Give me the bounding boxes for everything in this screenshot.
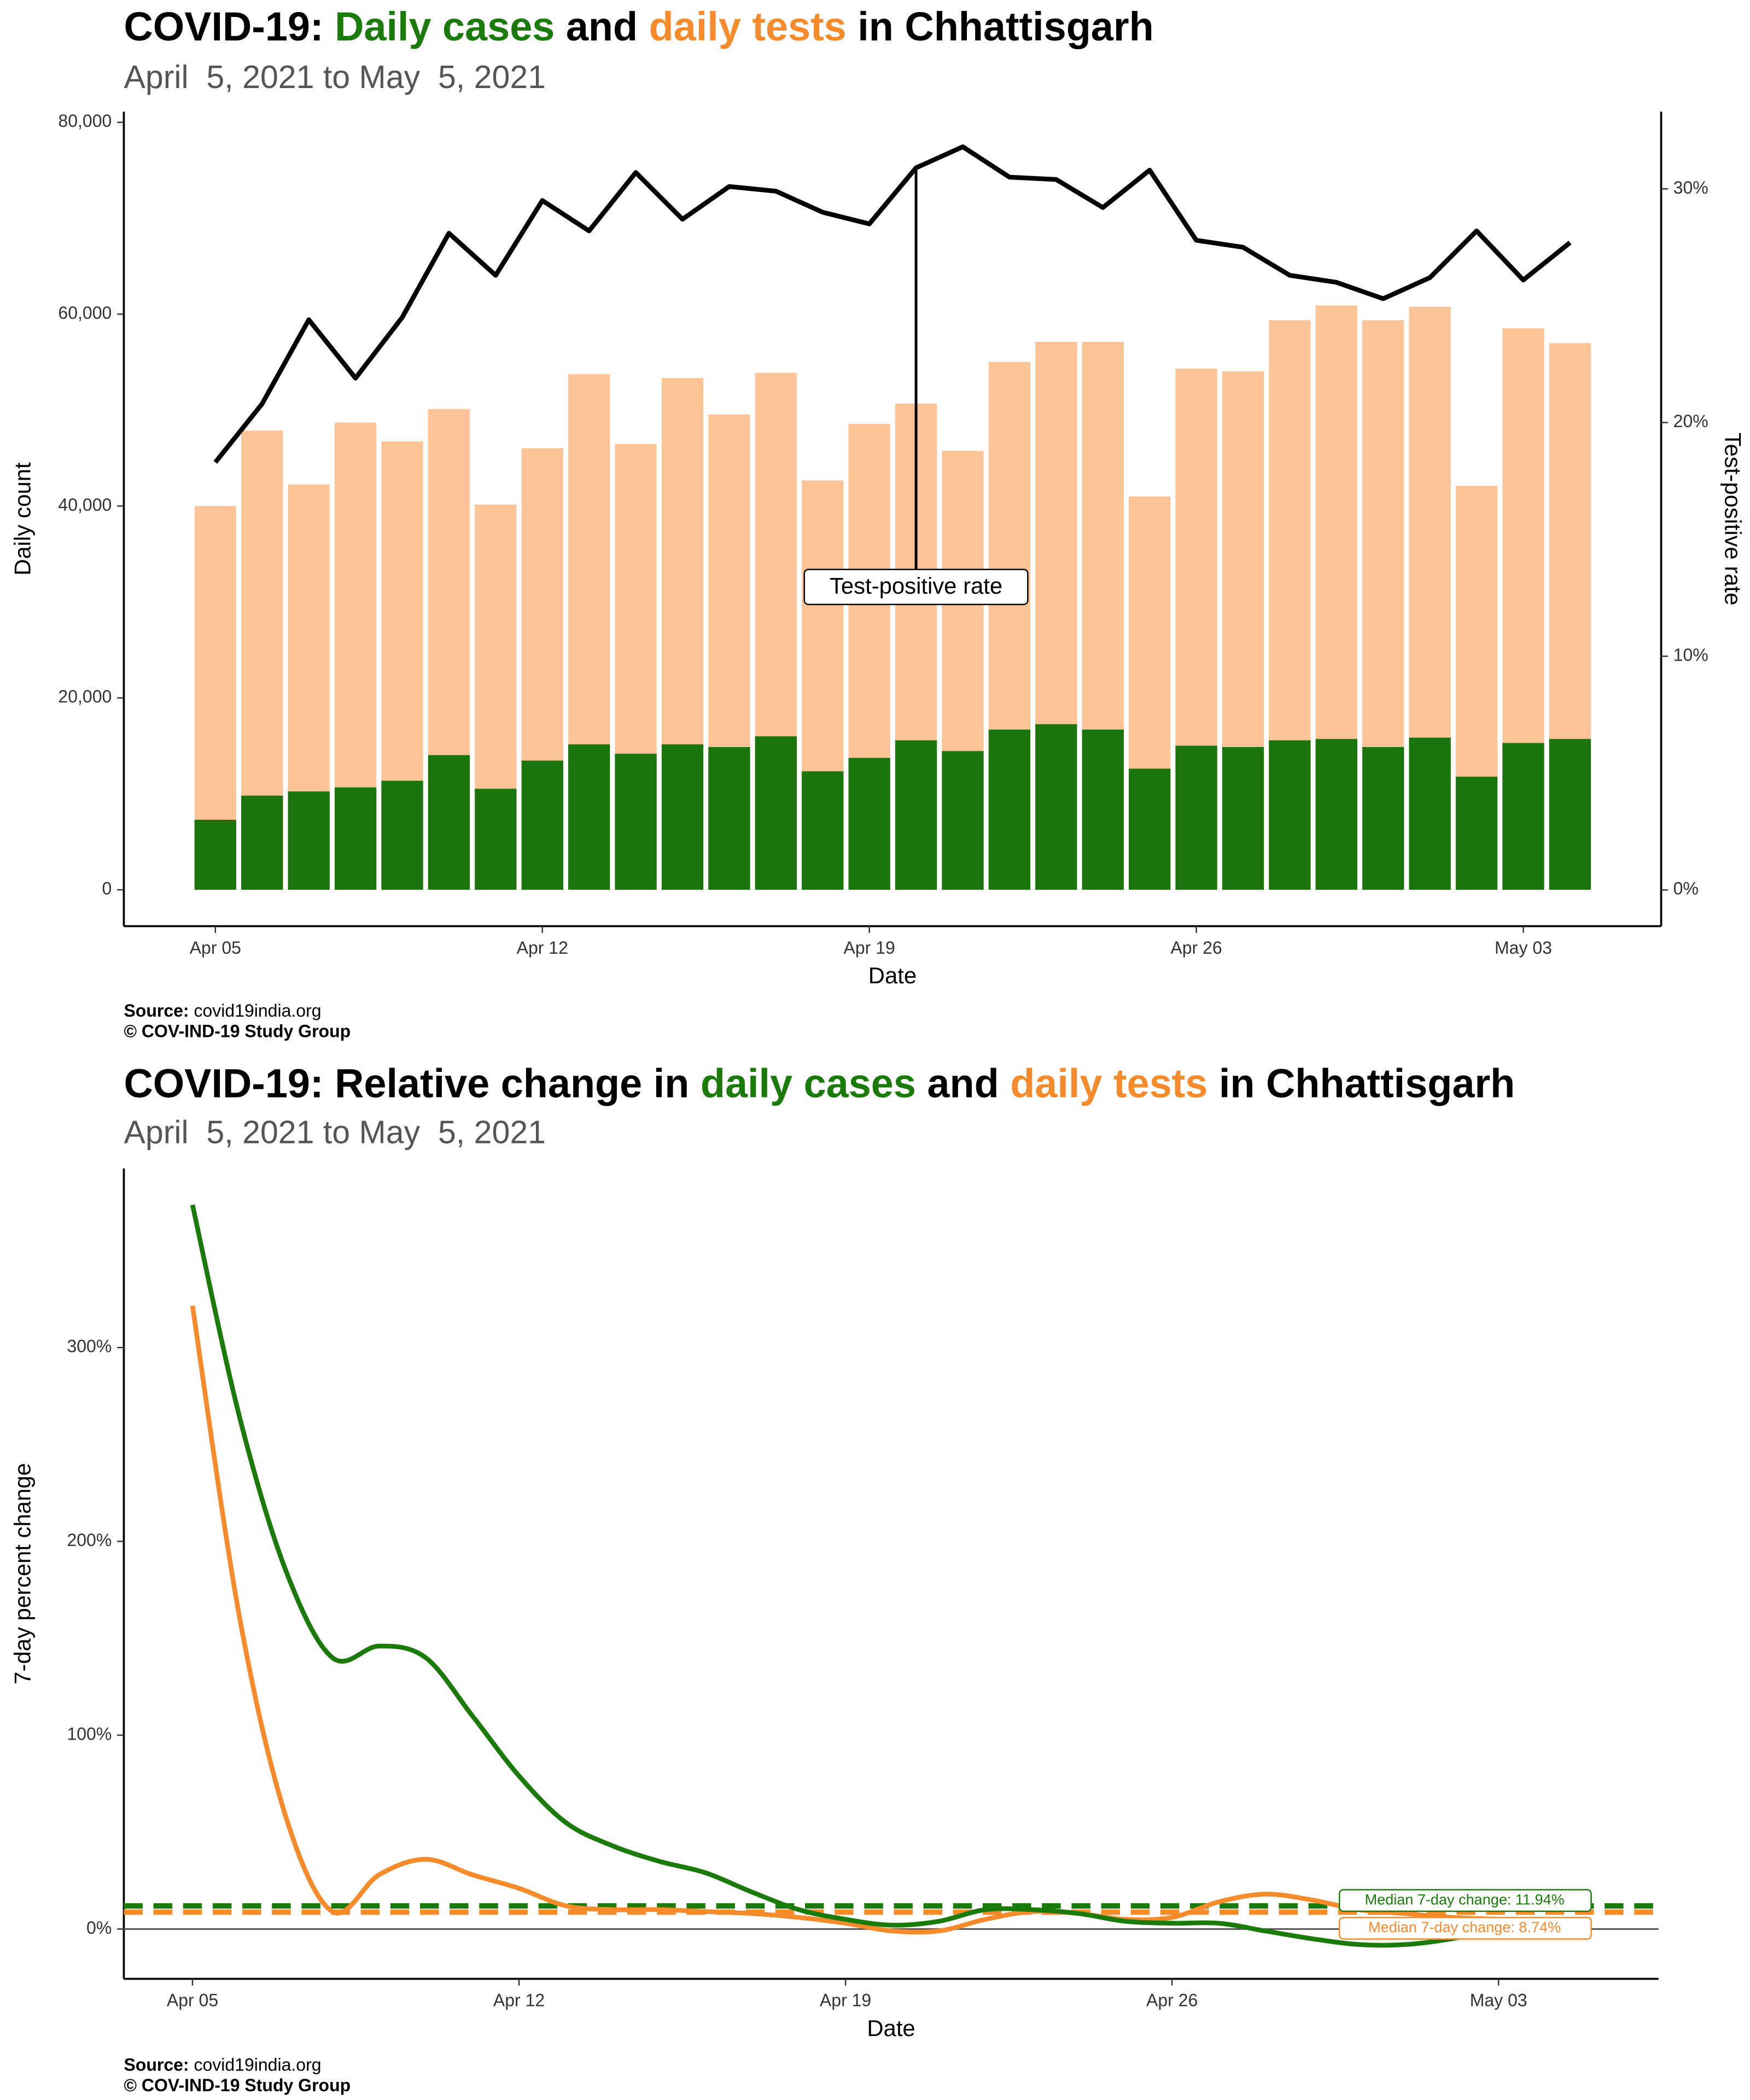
source-gap (189, 1001, 194, 1021)
bar (615, 754, 657, 890)
source-gap (189, 2055, 194, 2075)
title-part: daily tests (649, 4, 847, 49)
source-name: covid19india.org (194, 1001, 321, 1021)
y-tick-label: 20,000 (58, 687, 112, 707)
y2-axis-label: Test-positive rate (1720, 433, 1746, 605)
chart-subtitle: April 5, 2021 to May 5, 2021 (124, 1115, 546, 1151)
bar (1409, 737, 1451, 890)
bar (1035, 724, 1077, 890)
bar (988, 730, 1031, 890)
bar (475, 789, 517, 890)
bar (1129, 768, 1171, 890)
bar (1455, 777, 1498, 890)
x-tick-label: Apr 26 (1170, 938, 1222, 958)
y-axis-label: Daily count (9, 462, 35, 575)
x-tick-label: Apr 19 (844, 938, 895, 958)
source: Source: covid19india.org (124, 2055, 321, 2075)
bar (288, 791, 330, 890)
bar (848, 757, 890, 890)
x-tick-label: Apr 12 (493, 1991, 545, 2010)
x-axis-label: Date (867, 2015, 915, 2041)
y-tick-label: 0 (102, 879, 112, 899)
median-label: Median 7-day change: 8.74% (1368, 1918, 1561, 1935)
bar (334, 787, 377, 890)
x-tick-label: May 03 (1470, 1991, 1527, 2010)
title-part: COVID-19: (124, 4, 335, 49)
source-name: covid19india.org (194, 2055, 321, 2075)
y-axis-label: 7-day percent change (9, 1463, 35, 1684)
bar (1315, 739, 1357, 890)
chart-subtitle: April 5, 2021 to May 5, 2021 (124, 59, 546, 95)
y-tick-label: 60,000 (58, 303, 112, 323)
y2-tick-label: 10% (1673, 645, 1708, 664)
bar (1269, 740, 1311, 890)
bar (521, 760, 563, 890)
source: Source: covid19india.org (124, 1001, 321, 1021)
title-part: daily tests (1010, 1060, 1208, 1106)
bar (1502, 743, 1544, 890)
median-label: Median 7-day change: 11.94% (1365, 1891, 1565, 1908)
x-tick-label: Apr 05 (167, 1991, 218, 2010)
y2-tick-label: 30% (1673, 178, 1708, 197)
x-tick-label: Apr 26 (1146, 1991, 1198, 2010)
title-part: COVID-19: Relative change in (124, 1060, 700, 1106)
bar (1175, 745, 1217, 890)
annotation: Test-positive rate (830, 573, 1002, 599)
credit: © COV-IND-19 Study Group (124, 1021, 351, 1041)
x-tick-label: Apr 19 (820, 1991, 871, 2010)
x-tick-label: Apr 12 (517, 938, 568, 958)
title-part: in Chhattisgarh (847, 4, 1154, 49)
median-label-box (1339, 1889, 1592, 1912)
annotation-box (803, 569, 1029, 605)
y-tick-label: 40,000 (58, 495, 112, 515)
bar (1222, 747, 1264, 890)
bar (1362, 747, 1404, 890)
line (190, 1305, 1545, 1935)
bar (381, 780, 423, 890)
source-label: Source: (124, 2055, 189, 2075)
x-tick-label: May 03 (1495, 938, 1552, 958)
credit: © COV-IND-19 Study Group (124, 2075, 351, 2095)
bar (1549, 739, 1591, 890)
bar (194, 819, 236, 890)
title-part: and (916, 1060, 1010, 1106)
bar (802, 771, 844, 890)
source-label: Source: (124, 1001, 189, 1021)
bar (428, 755, 470, 890)
y2-tick-label: 20% (1673, 411, 1708, 431)
line (213, 144, 1572, 464)
line (190, 1204, 1546, 1948)
title-part: daily cases (701, 1060, 916, 1106)
median-label-box (1339, 1917, 1592, 1940)
bar (661, 744, 704, 890)
y-tick-label: 200% (67, 1530, 112, 1550)
y-tick-label: 80,000 (58, 111, 112, 131)
bar (568, 744, 610, 890)
bar (942, 751, 984, 890)
y-tick-label: 300% (67, 1337, 112, 1356)
title-part: Daily cases (335, 4, 555, 49)
y-tick-label: 100% (67, 1724, 112, 1743)
bar (755, 736, 797, 890)
x-tick-label: Apr 05 (190, 938, 241, 958)
bar (708, 747, 750, 890)
x-axis-label: Date (868, 962, 917, 988)
bar (1082, 730, 1124, 890)
y2-tick-label: 0% (1673, 879, 1699, 899)
title-part: and (555, 4, 649, 49)
y-tick-label: 0% (86, 1918, 112, 1938)
bar (895, 740, 937, 890)
title-part: in Chhattisgarh (1208, 1060, 1515, 1106)
bar (241, 795, 283, 890)
chart-title: COVID-19: Relative change in daily cases… (124, 1060, 1515, 1106)
chart-title: COVID-19: Daily cases and daily tests in… (124, 4, 1153, 49)
